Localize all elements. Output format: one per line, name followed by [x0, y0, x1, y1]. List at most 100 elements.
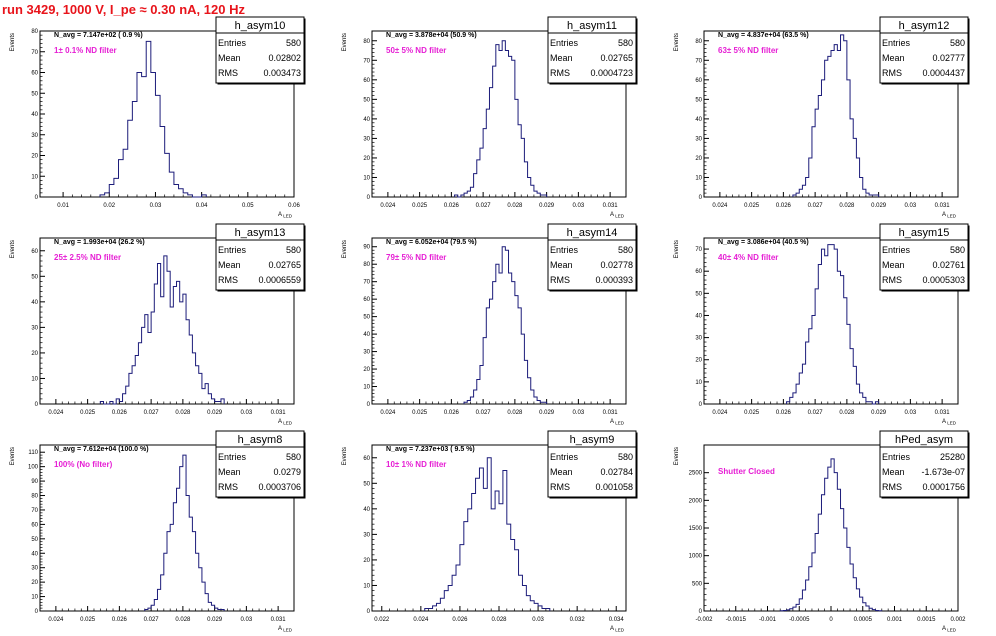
navg-label: N_avg = 6.052e+04 (79.5 %) — [386, 239, 477, 246]
x-tick-label: 0.026 — [776, 203, 792, 209]
x-tick-label: -0.0005 — [789, 617, 810, 623]
histogram-title: h_asym9 — [570, 434, 615, 446]
x-tick-label: 0.029 — [539, 203, 555, 209]
y-tick-label: 30 — [31, 566, 38, 572]
histogram-bars — [99, 40, 207, 198]
x-tick-label: 0.029 — [871, 203, 887, 209]
y-tick-label: 10 — [695, 175, 702, 181]
y-tick-label: 10 — [31, 595, 38, 601]
stats-value: 0.000393 — [595, 275, 633, 285]
stats-box — [547, 430, 637, 498]
x-tick-label: -0.001 — [759, 617, 777, 623]
histogram-title: h_asym13 — [235, 227, 286, 239]
histogram-title: h_asym15 — [899, 227, 950, 239]
y-tick-label: 30 — [31, 133, 38, 139]
y-tick-label: 50 — [363, 315, 370, 321]
x-tick-label: 0.03 — [241, 617, 253, 623]
x-tick-label: 0.025 — [412, 410, 428, 416]
histogram-panel-hPed_asym: -0.002 -0.0015 -0.001 -0.0005 0 0.0005 0.001 0.… — [664, 429, 996, 636]
y-axis-label: Events — [674, 33, 680, 51]
x-tick-label: 0.028 — [507, 410, 523, 416]
y-tick-label: 70 — [363, 280, 370, 286]
histogram-title: h_asym12 — [899, 20, 950, 32]
y-tick-label: 30 — [363, 136, 370, 142]
x-tick-label: 0.024 — [380, 410, 396, 416]
stats-label: Mean — [550, 467, 573, 477]
y-tick-label: 1500 — [689, 526, 703, 532]
x-tick-label: 0.024 — [48, 410, 64, 416]
x-tick-label: 0.03 — [150, 203, 162, 209]
stats-value: 0.02765 — [600, 53, 633, 63]
x-tick-label: 0.03 — [905, 410, 917, 416]
histogram-panel-h_asym13: 0.024 0.025 0.026 0.027 0.028 0.029 0.03 0.031 0… — [0, 222, 332, 429]
y-tick-label: 80 — [31, 494, 38, 500]
stats-box — [879, 430, 969, 498]
y-tick-label: 50 — [695, 97, 702, 103]
stats-value: 0.0279 — [273, 467, 301, 477]
y-tick-label: 20 — [695, 358, 702, 364]
histogram-svg: 0.024 0.025 0.026 0.027 0.028 0.029 0.03 0.031 0… — [10, 430, 306, 633]
histogram-panel-h_asym8: 0.024 0.025 0.026 0.027 0.028 0.029 0.03 0.031 0… — [0, 429, 332, 636]
y-axis-label: Events — [10, 240, 16, 258]
stats-value: 0.0004437 — [922, 68, 965, 78]
x-tick-label: 0.025 — [744, 410, 760, 416]
stats-label: RMS — [218, 482, 238, 492]
stats-value: 0.02802 — [268, 53, 301, 63]
x-tick-label: 0.02 — [103, 203, 115, 209]
stats-label: Entries — [218, 38, 247, 48]
x-tick-label: 0.031 — [935, 203, 951, 209]
stats-value: 0.0001756 — [922, 482, 965, 492]
y-axis-label: Events — [10, 447, 16, 465]
stats-box — [547, 16, 637, 84]
x-tick-label: 0.025 — [80, 617, 96, 623]
x-tick-label: 0.029 — [207, 410, 223, 416]
stats-label: Entries — [550, 245, 579, 255]
x-tick-label: 0.028 — [491, 617, 507, 623]
stats-box — [215, 16, 305, 84]
stats-value: 0.001058 — [595, 482, 633, 492]
histogram-bars — [463, 246, 548, 404]
stats-value: 0.02778 — [600, 260, 633, 270]
stats-value: 580 — [950, 245, 965, 255]
x-tick-label: 0.024 — [413, 617, 429, 623]
x-tick-label: 0.03 — [573, 203, 585, 209]
x-tick-label: 0.028 — [507, 203, 523, 209]
x-tick-label: 0.027 — [476, 203, 492, 209]
y-tick-label: 60 — [695, 78, 702, 84]
stats-value: -1.673e-07 — [921, 467, 965, 477]
filter-label: Shutter Closed — [718, 467, 775, 476]
histogram-title: h_asym10 — [235, 20, 286, 32]
filter-label: 100% (No filter) — [54, 460, 113, 469]
run-title: run 3429, 1000 V, I_pe ≈ 0.30 nA, 120 Hz — [2, 2, 245, 17]
y-tick-label: 20 — [31, 351, 38, 357]
x-tick-label: 0.027 — [144, 410, 160, 416]
stats-value: 0.0006559 — [258, 275, 301, 285]
y-tick-label: 50 — [695, 291, 702, 297]
x-tick-label: 0.03 — [532, 617, 544, 623]
stats-box — [215, 430, 305, 498]
histogram-svg: 0.024 0.025 0.026 0.027 0.028 0.029 0.03 0.031 0… — [674, 16, 970, 219]
stats-box — [547, 223, 637, 291]
histogram-svg: 0.024 0.025 0.026 0.027 0.028 0.029 0.03 0.031 0… — [674, 223, 970, 426]
x-tick-label: 0.024 — [712, 410, 728, 416]
y-tick-label: 40 — [363, 507, 370, 513]
y-tick-label: 0 — [367, 195, 371, 201]
x-axis-label: A LED — [942, 419, 957, 426]
y-tick-label: 90 — [363, 245, 370, 251]
y-tick-label: 2000 — [689, 498, 703, 504]
x-tick-label: 0.024 — [48, 617, 64, 623]
y-tick-label: 40 — [31, 112, 38, 118]
stats-value: 580 — [618, 245, 633, 255]
y-tick-label: 2500 — [689, 471, 703, 477]
stats-label: Entries — [882, 452, 911, 462]
x-tick-label: 0.0005 — [854, 617, 873, 623]
x-tick-label: 0.05 — [242, 203, 254, 209]
y-tick-label: 50 — [31, 537, 38, 543]
y-tick-label: 30 — [363, 532, 370, 538]
histogram-svg: 0.022 0.024 0.026 0.028 0.03 0.032 0.034 0 10 20 3… — [342, 430, 638, 633]
y-tick-label: 50 — [363, 481, 370, 487]
y-tick-label: 10 — [31, 174, 38, 180]
x-tick-label: 0.0015 — [917, 617, 936, 623]
y-tick-label: 60 — [31, 71, 38, 77]
filter-label: 63± 5% ND filter — [718, 46, 778, 55]
